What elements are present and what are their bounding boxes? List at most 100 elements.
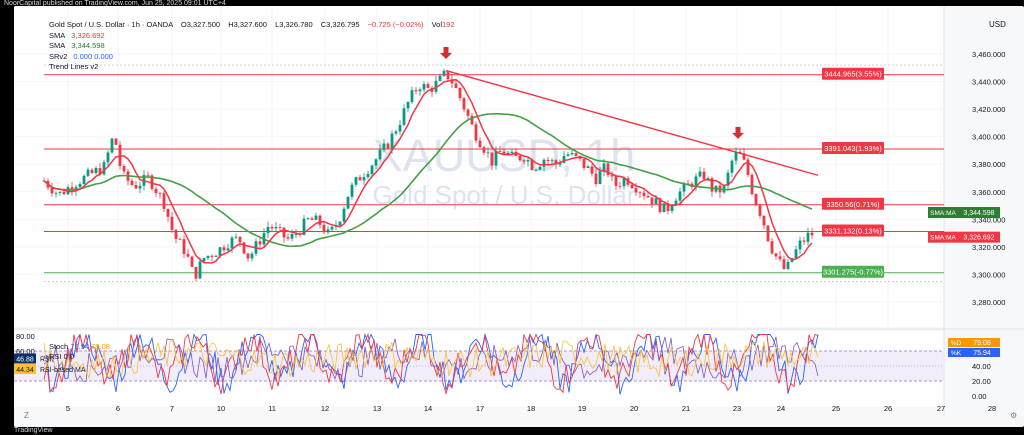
candle-body[interactable] — [178, 239, 182, 240]
candle-body[interactable] — [50, 187, 54, 194]
candle-body[interactable] — [342, 208, 346, 222]
candle-body[interactable] — [610, 175, 614, 177]
candle-body[interactable] — [222, 247, 226, 251]
candle-body[interactable] — [542, 159, 546, 167]
candle-body[interactable] — [362, 177, 366, 181]
level-label-box[interactable] — [822, 67, 884, 80]
candle-body[interactable] — [510, 151, 514, 153]
candle-body[interactable] — [606, 163, 610, 176]
candle-body[interactable] — [810, 232, 814, 236]
candle-body[interactable] — [770, 241, 774, 254]
candle-body[interactable] — [470, 115, 474, 125]
candle-body[interactable] — [494, 150, 498, 166]
candle-body[interactable] — [630, 184, 634, 189]
candle-body[interactable] — [502, 151, 506, 155]
level-label-box[interactable] — [822, 197, 884, 210]
candle-body[interactable] — [486, 152, 490, 154]
candle-body[interactable] — [782, 259, 786, 269]
symbol-line[interactable]: Gold Spot / U.S. Dollar · 1h · OANDA — [49, 20, 173, 29]
candle-body[interactable] — [186, 253, 190, 257]
candle-body[interactable] — [54, 192, 58, 194]
candle-body[interactable] — [338, 221, 342, 226]
candle-body[interactable] — [394, 131, 398, 134]
candle-body[interactable] — [274, 227, 278, 229]
candle-body[interactable] — [594, 173, 598, 184]
candle-body[interactable] — [750, 174, 754, 195]
candle-body[interactable] — [794, 249, 798, 259]
candle-body[interactable] — [390, 133, 394, 149]
candle-body[interactable] — [558, 162, 562, 165]
candle-body[interactable] — [646, 196, 650, 198]
level-labels[interactable]: 3444.965(3.55%) 3391.043(1.93%) 3350.56(0.… — [822, 67, 884, 278]
candle-body[interactable] — [174, 229, 178, 240]
candle-body[interactable] — [602, 163, 606, 172]
candle-body[interactable] — [766, 225, 770, 242]
candle-body[interactable] — [78, 184, 82, 188]
candle-body[interactable] — [454, 83, 458, 89]
candle-body[interactable] — [562, 155, 566, 163]
candle-body[interactable] — [802, 240, 806, 242]
candle-body[interactable] — [422, 84, 426, 90]
price-chart[interactable]: XAUUSD, 1h Gold Spot / U.S. Dollar 3444.… — [14, 6, 1024, 427]
candle-body[interactable] — [702, 171, 706, 180]
candle-body[interactable] — [590, 166, 594, 174]
candle-body[interactable] — [538, 166, 542, 170]
candle-body[interactable] — [402, 108, 406, 125]
candle-body[interactable] — [266, 227, 270, 234]
candle-body[interactable] — [670, 205, 674, 212]
candle-body[interactable] — [550, 160, 554, 162]
level-label-box[interactable] — [822, 265, 884, 278]
candle-body[interactable] — [490, 152, 494, 166]
stoch-k-line[interactable] — [43, 332, 819, 395]
candle-body[interactable] — [102, 162, 106, 175]
candle-body[interactable] — [190, 256, 194, 267]
sma-fast-line[interactable] — [43, 78, 813, 264]
candle-body[interactable] — [778, 256, 782, 260]
candle-body[interactable] — [198, 261, 202, 279]
candle-body[interactable] — [754, 194, 758, 206]
candle-body[interactable] — [662, 203, 666, 213]
candle-body[interactable] — [138, 185, 142, 189]
candle-body[interactable] — [534, 169, 538, 171]
candle-body[interactable] — [118, 144, 122, 166]
indicator-trend-lines[interactable]: Trend Lines v2 — [49, 62, 455, 73]
candle-body[interactable] — [746, 159, 750, 175]
candle-body[interactable] — [758, 205, 762, 216]
candle-body[interactable] — [282, 227, 286, 238]
candle-body[interactable] — [654, 198, 658, 205]
candle-body[interactable] — [474, 124, 478, 141]
candle-body[interactable] — [382, 143, 386, 150]
date-axis[interactable]: 5 6 7 10 11 12 13 14 17 18 19 20 21 23 24 25 26 27 28 — [66, 404, 996, 413]
candle-body[interactable] — [154, 188, 158, 194]
indicator-sma-fast[interactable]: SMA 3,326.692 — [49, 31, 455, 42]
candle-body[interactable] — [442, 70, 446, 76]
candle-body[interactable] — [82, 175, 86, 185]
stoch-rsi-lines[interactable] — [43, 332, 819, 396]
candle-body[interactable] — [162, 193, 166, 209]
candle-body[interactable] — [566, 154, 570, 156]
candle-body[interactable] — [634, 188, 638, 193]
rsi-ma-line[interactable] — [43, 340, 819, 380]
candle-body[interactable] — [518, 155, 522, 161]
candle-body[interactable] — [94, 168, 98, 174]
candle-body[interactable] — [514, 151, 518, 156]
candle-body[interactable] — [798, 240, 802, 250]
candle-body[interactable] — [294, 233, 298, 235]
candle-body[interactable] — [434, 80, 438, 92]
candle-body[interactable] — [734, 151, 738, 161]
candle-body[interactable] — [726, 172, 730, 186]
candle-body[interactable] — [554, 160, 558, 165]
candle-body[interactable] — [122, 165, 126, 172]
candle-body[interactable] — [286, 237, 290, 239]
candle-body[interactable] — [530, 159, 534, 170]
level-label-box[interactable] — [822, 142, 884, 155]
candle-body[interactable] — [650, 197, 654, 205]
candle-body[interactable] — [414, 90, 418, 92]
candle-body[interactable] — [318, 215, 322, 225]
candle-body[interactable] — [250, 253, 254, 259]
candle-body[interactable] — [806, 232, 810, 242]
candle-body[interactable] — [446, 70, 450, 80]
candle-body[interactable] — [322, 224, 326, 233]
candle-body[interactable] — [218, 247, 222, 256]
